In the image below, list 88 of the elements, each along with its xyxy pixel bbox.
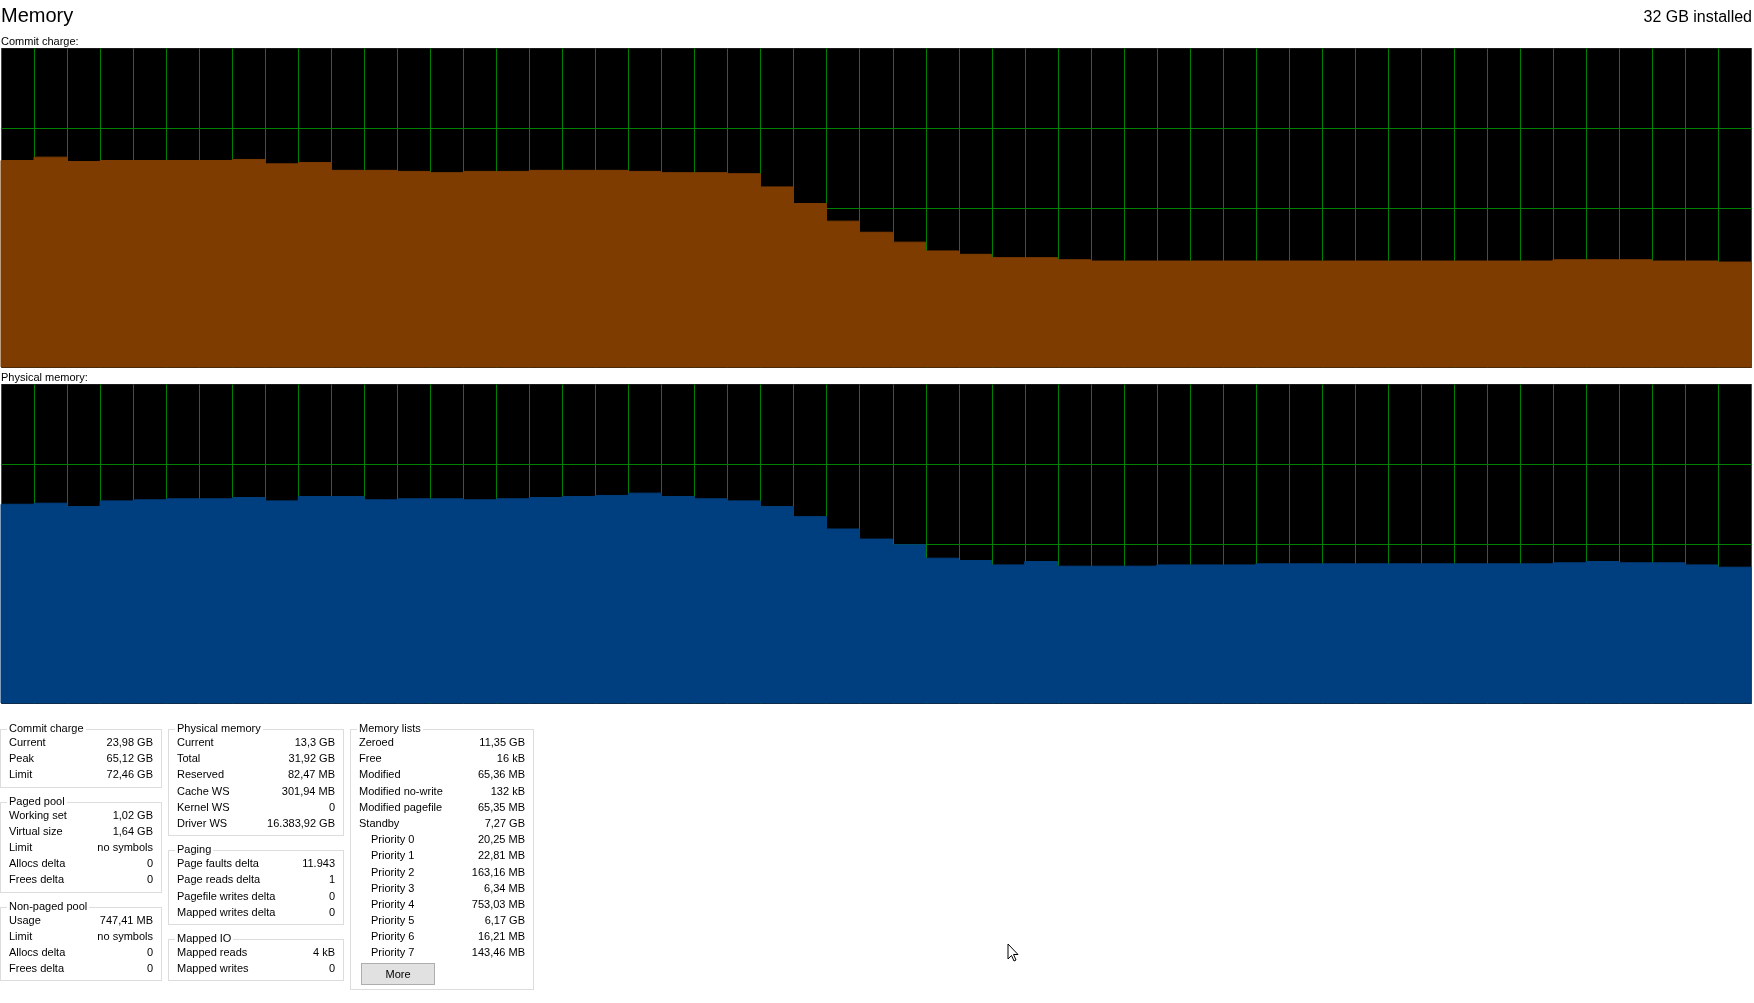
text: 4 kB <box>312 944 335 960</box>
text: Priority 1 <box>370 848 415 864</box>
text: Commit charge <box>7 722 86 734</box>
text: 1,64 GB <box>112 823 153 839</box>
text: 753,03 MB <box>471 896 525 912</box>
text: 32 GB installed <box>1643 8 1752 26</box>
text: Priority 6 <box>370 929 415 945</box>
text: Paged pool <box>7 794 67 807</box>
text: 11.943 <box>302 856 335 872</box>
text: 1 <box>328 872 335 888</box>
text: Physical memory <box>175 722 263 734</box>
text: Standby <box>359 815 400 831</box>
text: Priority 2 <box>370 864 415 880</box>
text: Peak <box>9 751 35 767</box>
text: 163,16 MB <box>471 864 525 880</box>
chart-title: Commit charge: <box>1 35 79 47</box>
text: no symbols <box>97 839 153 855</box>
text: 23,98 GB <box>106 735 153 750</box>
text: 0 <box>146 944 153 960</box>
text: 65,12 GB <box>106 751 153 767</box>
text: 0 <box>146 856 153 872</box>
text: Mapped reads <box>177 944 248 960</box>
text: Mapped writes delta <box>177 904 276 920</box>
text: Cache WS <box>177 783 230 799</box>
text: 31,92 GB <box>288 751 335 767</box>
text: 6,34 MB <box>484 880 525 896</box>
text: Priority 3 <box>370 880 415 896</box>
chart-title: Physical memory: <box>1 371 88 383</box>
text: Limit <box>9 928 33 944</box>
text: Zeroed <box>359 735 394 750</box>
text: More <box>361 962 435 985</box>
text: Kernel WS <box>177 799 230 815</box>
text: 16,21 MB <box>477 929 525 945</box>
text: 11,35 GB <box>479 735 525 750</box>
text: Modified no-write <box>359 783 443 799</box>
text: Free <box>359 751 382 767</box>
text: Frees delta <box>9 961 65 977</box>
text: Allocs delta <box>9 856 66 872</box>
text: 13,3 GB <box>294 735 335 750</box>
text: Page reads delta <box>177 872 261 888</box>
text: 0 <box>328 904 335 920</box>
text: 16 kB <box>496 751 525 767</box>
text: Limit <box>9 839 33 855</box>
text: Pagefile writes delta <box>177 888 276 904</box>
text: Paging <box>175 843 214 856</box>
text: Total <box>177 751 201 767</box>
text: Allocs delta <box>9 944 66 960</box>
text: Current <box>9 735 46 750</box>
text: Frees delta <box>9 872 65 888</box>
text: Memory lists <box>357 722 423 734</box>
text: Driver WS <box>177 815 228 831</box>
text: 132 kB <box>490 783 525 799</box>
text: 6,17 GB <box>484 913 525 929</box>
text: Current <box>177 735 214 750</box>
text: 0 <box>328 799 335 815</box>
text: Priority 4 <box>370 896 415 912</box>
text: 301,94 MB <box>281 783 335 799</box>
text: 65,36 MB <box>477 767 525 783</box>
text: 7,27 GB <box>484 815 525 831</box>
text: 0 <box>328 888 335 904</box>
text: Page faults delta <box>177 856 259 872</box>
text: Virtual size <box>9 823 63 839</box>
text: Working set <box>9 807 67 823</box>
text: Memory <box>1 4 74 27</box>
text: Non-paged pool <box>7 899 90 912</box>
text: 22,81 MB <box>477 848 525 864</box>
text: Mapped writes <box>177 961 249 977</box>
text: Limit <box>9 767 33 783</box>
text: Priority 5 <box>370 913 415 929</box>
text: no symbols <box>97 928 153 944</box>
text: Modified <box>359 767 401 783</box>
text: 0 <box>328 961 335 977</box>
text: 20,25 MB <box>477 832 525 848</box>
text: Mapped IO <box>175 931 234 944</box>
text: 65,35 MB <box>477 799 525 815</box>
text: Priority 7 <box>370 945 415 961</box>
text: Modified pagefile <box>359 799 443 815</box>
text: 143,46 MB <box>471 945 525 961</box>
text: Usage <box>9 912 41 928</box>
text: 72,46 GB <box>106 767 153 783</box>
text: 16.383,92 GB <box>267 815 335 831</box>
text: 0 <box>146 872 153 888</box>
text: Reserved <box>177 767 225 783</box>
text: 82,47 MB <box>287 767 335 783</box>
text: Priority 0 <box>370 832 415 848</box>
text: 747,41 MB <box>99 912 153 928</box>
text: 1,02 GB <box>112 807 153 823</box>
text: 0 <box>146 961 153 977</box>
